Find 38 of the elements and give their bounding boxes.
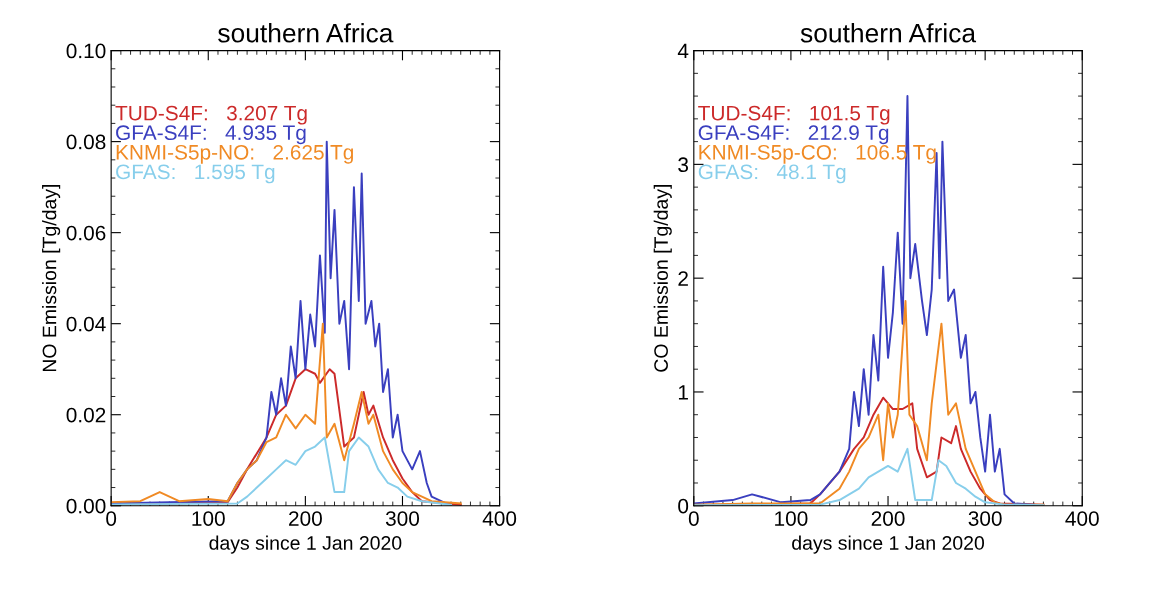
text: GFAS: 1.595 Tg (116, 164, 275, 184)
x-tick-label: 300 (968, 511, 1002, 526)
x-tick-label: 100 (192, 511, 225, 526)
text: KNMI-S5p-NO: 2.625 Tg (116, 144, 353, 164)
y-tick-label: 2 (678, 271, 688, 286)
series-label: GFA-S4F: 4.935 Tg (116, 125, 306, 145)
x-tick-label: 300 (385, 511, 420, 526)
chart-title: southern Africa (800, 23, 977, 43)
y-tick-label: 0.06 (66, 225, 106, 241)
line-series (111, 436, 452, 506)
x-tick-label: 100 (775, 511, 808, 526)
y-tick-label: 0.00 (66, 498, 106, 514)
y-tick-label: 1 (678, 385, 688, 400)
x-tick-label: 400 (1065, 511, 1099, 526)
x-tick-label: 0 (106, 511, 117, 526)
text: GFAS: 48.1 Tg (698, 164, 846, 184)
chart-title: southern Africa (218, 23, 394, 43)
text: TUD-S4F: 3.207 Tg (115, 105, 307, 125)
y-tick-label: 0.08 (66, 134, 106, 150)
x-axis-title: days since 1 Jan 2020 (792, 535, 985, 554)
x-tick-label: 200 (871, 511, 905, 526)
y-tick-label: 0 (678, 498, 689, 514)
line-series (111, 322, 462, 505)
x-tick-label: 400 (482, 511, 517, 526)
x-tick-label: 0 (688, 511, 699, 526)
y-axis-title: CO Emission [Tg/day] (653, 184, 672, 372)
y-tick-label: 0.04 (66, 316, 106, 332)
text: TUD-S4F: 101.5 Tg (698, 105, 890, 125)
y-tick-label: 0.02 (66, 407, 106, 423)
x-axis-title: days since 1 Jan 2020 (209, 535, 402, 554)
y-tick-label: 0.10 (66, 43, 106, 59)
series-label: GFA-S4F: 212.9 Tg (698, 125, 889, 145)
y-axis-title: NO Emission [Tg/day] (42, 184, 61, 372)
y-tick-label: 3 (678, 157, 689, 173)
x-tick-label: 200 (289, 511, 322, 526)
line-series (693, 95, 1035, 506)
y-tick-label: 4 (677, 43, 689, 59)
line-series (693, 447, 1045, 506)
